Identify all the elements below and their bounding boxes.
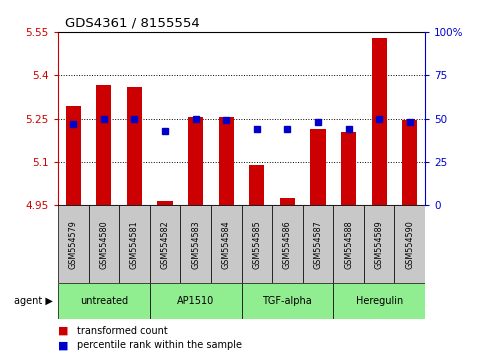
Bar [88,205,119,283]
Text: GSM554590: GSM554590 [405,220,414,269]
Text: GSM554581: GSM554581 [130,220,139,269]
Bar [66,105,81,205]
Bar [219,117,234,205]
Bar [188,117,203,205]
Bar [333,205,364,283]
Bar [280,198,295,205]
Bar [96,85,112,205]
Text: percentile rank within the sample: percentile rank within the sample [77,340,242,350]
Bar [150,283,242,319]
Text: ■: ■ [58,326,69,336]
Bar [58,205,88,283]
Text: transformed count: transformed count [77,326,168,336]
Bar [341,132,356,205]
Bar [249,165,265,205]
Bar [211,205,242,283]
Bar [242,205,272,283]
Text: GDS4361 / 8155554: GDS4361 / 8155554 [65,16,200,29]
Bar [150,205,180,283]
Bar [311,129,326,205]
Text: GSM554587: GSM554587 [313,220,323,269]
Text: ■: ■ [58,340,69,350]
Text: GSM554579: GSM554579 [69,220,78,269]
Bar [127,87,142,205]
Text: GSM554580: GSM554580 [99,220,108,269]
Bar [58,283,150,319]
Bar [364,205,395,283]
Bar [272,205,303,283]
Text: untreated: untreated [80,296,128,306]
Bar [180,205,211,283]
Bar [303,205,333,283]
Text: TGF-alpha: TGF-alpha [262,296,313,306]
Text: GSM554586: GSM554586 [283,220,292,269]
Bar [119,205,150,283]
Bar [395,205,425,283]
Bar [333,283,425,319]
Text: GSM554582: GSM554582 [160,220,170,269]
Bar [157,201,173,205]
Text: AP1510: AP1510 [177,296,214,306]
Text: GSM554588: GSM554588 [344,220,353,269]
Bar [242,283,333,319]
Text: GSM554585: GSM554585 [252,220,261,269]
Text: GSM554583: GSM554583 [191,220,200,269]
Text: Heregulin: Heregulin [355,296,403,306]
Text: GSM554589: GSM554589 [375,220,384,269]
Text: agent ▶: agent ▶ [14,296,53,306]
Bar [402,120,417,205]
Bar [371,38,387,205]
Text: GSM554584: GSM554584 [222,220,231,269]
